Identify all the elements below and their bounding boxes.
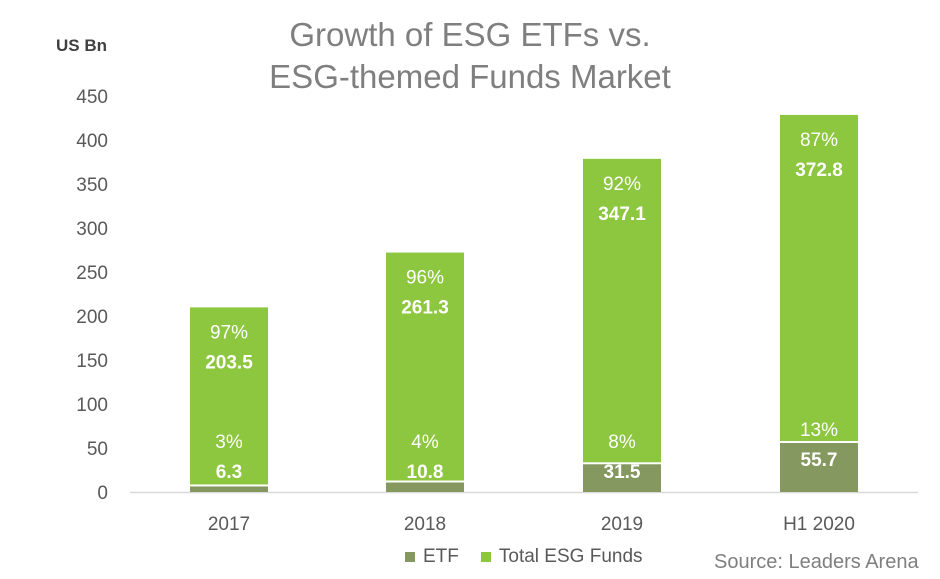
legend-item-etf: ETF	[405, 546, 459, 568]
y-tick-label: 50	[87, 439, 108, 460]
data-label-etf-value: 6.3	[216, 462, 242, 483]
y-tick-label: 300	[76, 219, 108, 240]
data-label-total-percent: 97%	[210, 322, 248, 343]
x-tick-label: 2017	[208, 514, 250, 535]
legend-swatch-total	[480, 552, 491, 562]
legend-item-total: Total ESG Funds	[480, 546, 643, 568]
legend-swatch-etf	[405, 552, 415, 562]
y-tick-label: 200	[76, 307, 108, 328]
bar-total-esg-funds	[190, 307, 268, 485]
y-tick-label: 400	[76, 131, 108, 152]
source-note: Source: Leaders Arena	[714, 551, 919, 573]
data-label-total-percent: 92%	[603, 174, 641, 195]
legend: ETF Total ESG Funds	[405, 546, 665, 568]
x-tick-label: 2018	[404, 514, 446, 535]
data-label-etf-value: 10.8	[407, 462, 444, 483]
bar-etf	[190, 486, 268, 492]
bar-total-esg-funds	[386, 252, 464, 481]
y-tick-label: 0	[97, 483, 108, 504]
data-label-total-value: 372.8	[795, 160, 843, 181]
y-axis-label: US Bn	[56, 36, 107, 55]
data-label-total-percent: 96%	[406, 268, 444, 289]
data-label-total-percent: 87%	[800, 130, 838, 151]
data-label-total-value: 347.1	[598, 204, 646, 225]
data-label-total-value: 203.5	[205, 352, 253, 373]
legend-label-total: Total ESG Funds	[498, 546, 643, 567]
chart-title: Growth of ESG ETFs vs. ESG-themed Funds …	[170, 14, 770, 98]
title-line-2: ESG-themed Funds Market	[269, 58, 671, 95]
bar-etf	[583, 464, 661, 492]
data-label-etf-value: 31.5	[604, 462, 641, 483]
y-tick-label: 450	[76, 87, 108, 108]
legend-label-etf: ETF	[423, 546, 459, 567]
data-label-total-value: 261.3	[401, 298, 449, 319]
x-tick-label: H1 2020	[783, 514, 855, 535]
bar-total-esg-funds	[780, 114, 858, 441]
bar-total-esg-funds	[583, 158, 661, 463]
title-line-1: Growth of ESG ETFs vs.	[289, 16, 651, 53]
y-tick-label: 250	[76, 263, 108, 284]
data-label-etf-percent: 8%	[608, 432, 636, 453]
data-label-etf-value: 55.7	[801, 450, 838, 471]
y-tick-label: 350	[76, 175, 108, 196]
data-label-etf-percent: 13%	[800, 420, 838, 441]
x-tick-label: 2019	[601, 514, 643, 535]
y-tick-label: 100	[76, 395, 108, 416]
bar-etf	[780, 442, 858, 492]
data-label-etf-percent: 3%	[215, 432, 243, 453]
y-tick-label: 150	[76, 351, 108, 372]
data-label-etf-percent: 4%	[411, 432, 439, 453]
bar-etf	[386, 482, 464, 492]
